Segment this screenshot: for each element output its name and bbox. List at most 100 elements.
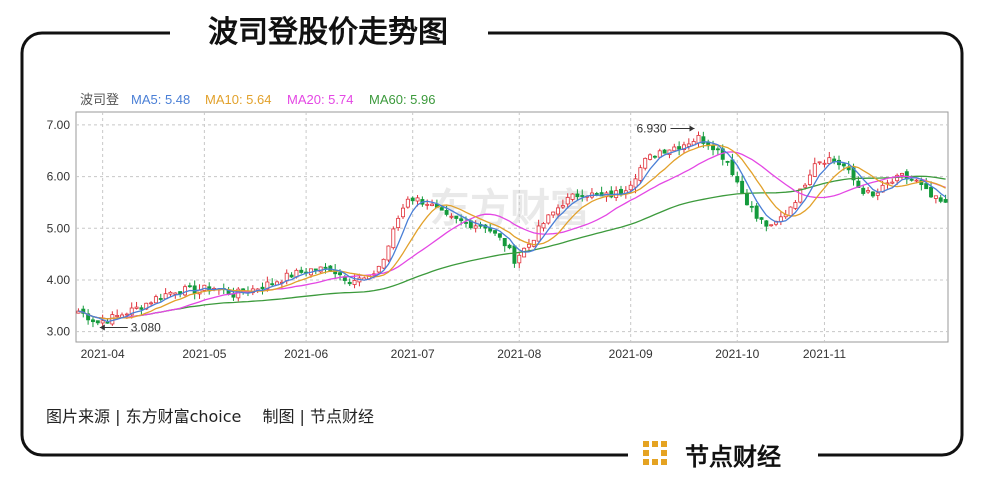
candle bbox=[86, 309, 91, 325]
watermark-text: 东方财富 bbox=[430, 186, 590, 232]
candle bbox=[648, 153, 653, 161]
candle bbox=[241, 288, 246, 295]
legend-ma20: MA20: 5.74 bbox=[287, 92, 354, 107]
candle bbox=[497, 233, 502, 241]
candle bbox=[638, 164, 643, 184]
x-tick-label: 2021-09 bbox=[609, 347, 653, 361]
candle bbox=[289, 272, 294, 278]
candle bbox=[526, 238, 531, 252]
candle bbox=[652, 155, 657, 159]
candle bbox=[720, 144, 725, 166]
candle bbox=[744, 189, 749, 206]
candle bbox=[401, 203, 405, 219]
moving-average-lines bbox=[78, 141, 946, 323]
candle bbox=[163, 288, 168, 300]
y-tick-label: 5.00 bbox=[47, 221, 71, 235]
source-credit: 图片来源 | 东方财富choice 制图 | 节点财经 bbox=[46, 407, 374, 426]
candle bbox=[168, 290, 173, 297]
candle bbox=[90, 317, 95, 328]
candle bbox=[662, 148, 667, 154]
x-tick-label: 2021-11 bbox=[803, 347, 846, 361]
candle bbox=[299, 266, 304, 274]
y-axis: 3.00 4.00 5.00 6.00 7.00 bbox=[47, 118, 71, 339]
candle bbox=[759, 217, 764, 224]
candle bbox=[493, 230, 498, 236]
brand-name: 节点财经 bbox=[685, 443, 781, 471]
candle bbox=[473, 220, 478, 233]
candle bbox=[875, 188, 880, 201]
candle bbox=[250, 285, 255, 296]
y-tick-label: 7.00 bbox=[47, 118, 71, 132]
legend-ma60: MA60: 5.96 bbox=[369, 92, 436, 107]
candle bbox=[788, 206, 793, 217]
candle bbox=[725, 160, 730, 166]
ma10-line bbox=[78, 144, 946, 320]
candle bbox=[95, 320, 100, 326]
candle bbox=[943, 194, 948, 203]
candle bbox=[827, 151, 832, 165]
candle bbox=[609, 186, 614, 199]
x-tick-label: 2021-05 bbox=[182, 347, 226, 361]
candle bbox=[236, 287, 241, 302]
candle bbox=[449, 213, 454, 220]
ma20-line bbox=[78, 151, 946, 320]
candle bbox=[672, 143, 677, 152]
candle bbox=[589, 188, 594, 200]
candle bbox=[531, 239, 536, 248]
x-tick-label: 2021-04 bbox=[81, 347, 125, 361]
candle bbox=[192, 280, 197, 300]
candle bbox=[696, 131, 701, 148]
candle bbox=[817, 161, 822, 165]
candle bbox=[405, 196, 410, 209]
x-tick-label: 2021-10 bbox=[715, 347, 759, 361]
candle bbox=[541, 222, 546, 232]
candle bbox=[134, 301, 139, 310]
x-tick-label: 2021-07 bbox=[391, 347, 435, 361]
y-tick-label: 4.00 bbox=[47, 273, 71, 287]
candle bbox=[749, 201, 754, 213]
candle bbox=[769, 224, 774, 227]
candle bbox=[560, 199, 565, 209]
candle bbox=[410, 196, 415, 205]
candle bbox=[158, 293, 163, 302]
candle bbox=[386, 245, 391, 263]
candle bbox=[183, 284, 187, 297]
candle bbox=[890, 178, 895, 185]
candle bbox=[861, 184, 866, 196]
legend-stock-name: 波司登 bbox=[80, 92, 119, 107]
candle bbox=[933, 195, 938, 204]
candle bbox=[735, 171, 740, 184]
candle bbox=[740, 175, 745, 194]
candle bbox=[701, 131, 706, 148]
grid-lines bbox=[76, 112, 948, 342]
outer-frame bbox=[20, 31, 964, 457]
candle bbox=[551, 211, 556, 219]
candle bbox=[304, 268, 309, 277]
candle bbox=[575, 189, 580, 201]
candle bbox=[677, 141, 682, 156]
y-tick-label: 6.00 bbox=[47, 170, 71, 184]
x-axis: 2021-04 2021-05 2021-06 2021-07 2021-08 2021-… bbox=[81, 347, 847, 361]
candle bbox=[517, 252, 522, 269]
candle bbox=[793, 200, 798, 211]
candle bbox=[812, 157, 817, 177]
candle bbox=[507, 243, 512, 250]
candle bbox=[715, 146, 720, 156]
candle bbox=[929, 181, 934, 199]
ma5-line bbox=[78, 141, 946, 323]
legend-ma10: MA10: 5.64 bbox=[205, 92, 272, 107]
candle bbox=[633, 173, 638, 194]
candle bbox=[100, 314, 105, 328]
min-annotation-label: 3.080 bbox=[131, 321, 161, 335]
candle bbox=[396, 215, 401, 231]
x-tick-label: 2021-08 bbox=[497, 347, 541, 361]
candle bbox=[381, 258, 386, 270]
candle bbox=[682, 141, 686, 154]
candle bbox=[565, 193, 570, 209]
candle bbox=[260, 282, 265, 295]
candle bbox=[153, 294, 158, 304]
candle bbox=[376, 265, 381, 275]
candle bbox=[502, 237, 507, 252]
candle bbox=[924, 177, 929, 190]
